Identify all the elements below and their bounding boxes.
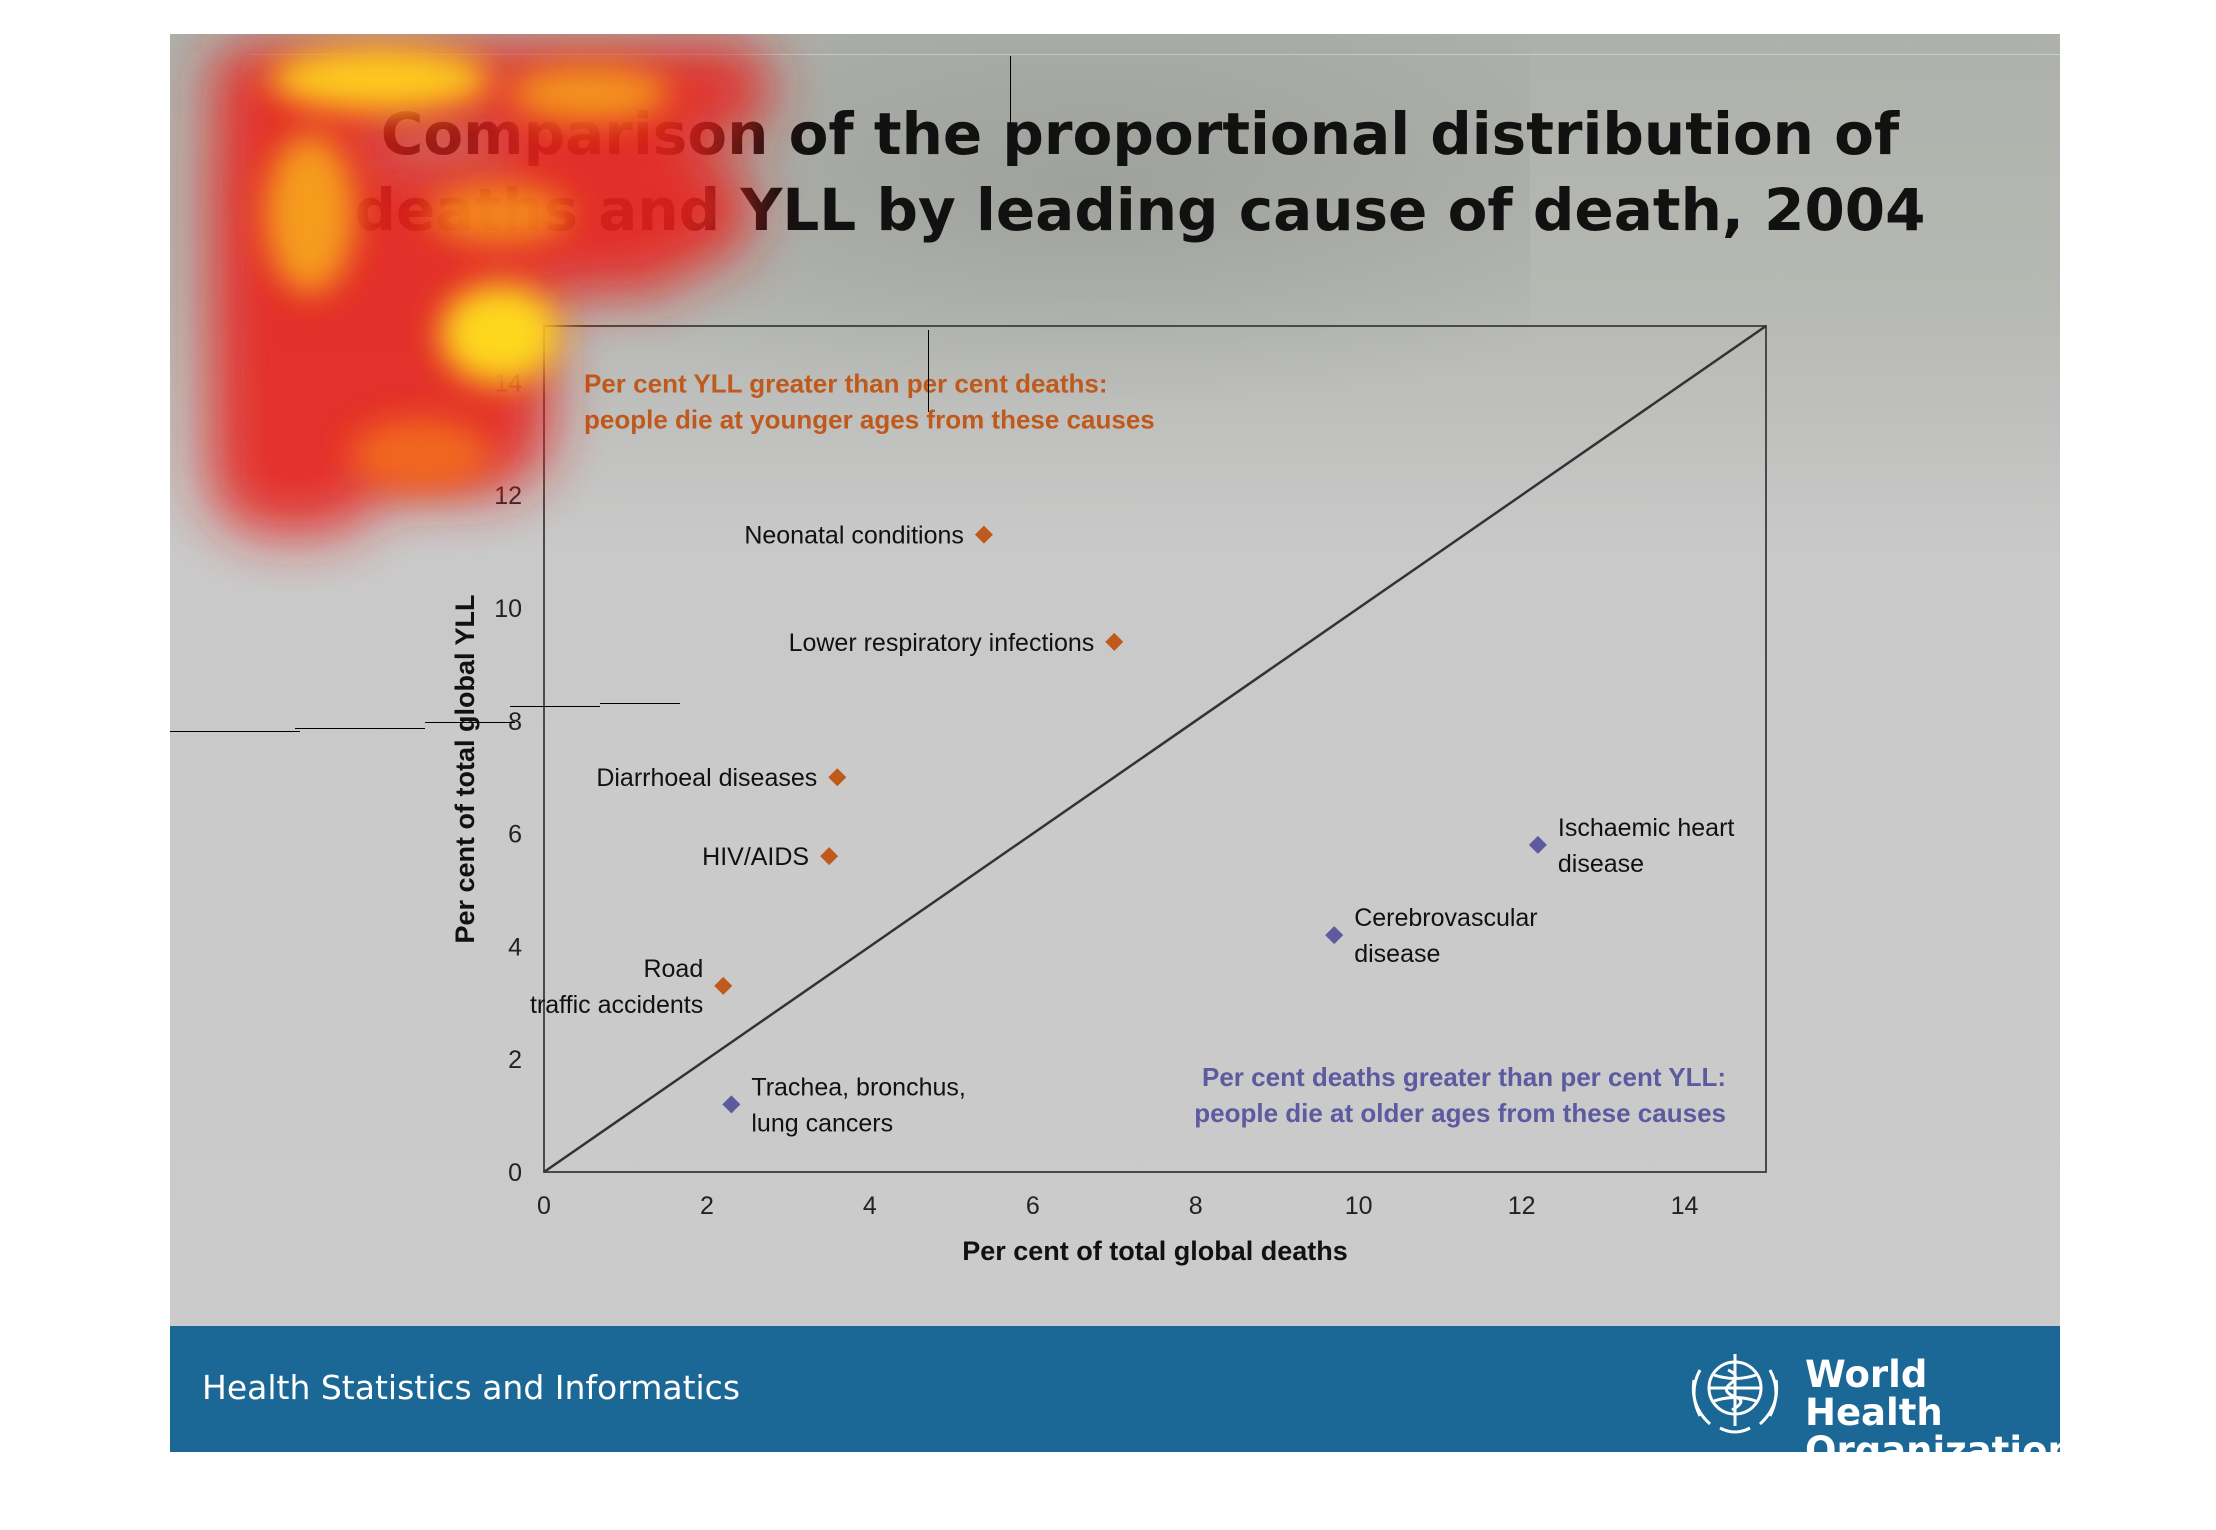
frame-line: [250, 54, 2060, 56]
footer-bar: Health Statistics and Informatics World …: [170, 1326, 2060, 1452]
y-tick-label: 6: [508, 821, 522, 849]
annotation-text: Per cent YLL greater than per cent death…: [584, 368, 1108, 398]
data-point-label: Cerebrovascular: [1354, 904, 1537, 932]
data-point-marker: [714, 976, 733, 995]
data-point-label: Lower respiratory infections: [789, 629, 1095, 657]
scan-artifact-line: [170, 731, 300, 732]
data-point-label: Neonatal conditions: [744, 522, 964, 550]
scan-artifact-line: [510, 706, 600, 707]
x-tick-label: 4: [863, 1192, 877, 1220]
x-tick-label: 0: [537, 1192, 551, 1220]
who-emblem-icon: [1691, 1354, 1779, 1434]
data-point-label: disease: [1354, 940, 1440, 968]
scan-artifact-line: [1010, 56, 1011, 124]
y-tick-label: 4: [508, 933, 522, 961]
who-name-line-1: World Health: [1805, 1353, 1943, 1434]
y-tick-label: 8: [508, 708, 522, 736]
reference-line: [543, 324, 1767, 1174]
data-point-label: Trachea, bronchus,: [751, 1073, 965, 1101]
y-tick-label: 10: [494, 595, 522, 623]
who-logo-text: World Health Organization: [1805, 1353, 2060, 1453]
y-tick-label: 2: [508, 1046, 522, 1074]
data-point-label: Road: [643, 955, 703, 983]
scan-artifact-line: [600, 703, 680, 704]
scan-artifact-line: [425, 722, 515, 723]
data-point-label: HIV/AIDS: [702, 843, 809, 871]
data-point-label: disease: [1558, 850, 1644, 878]
data-point-marker: [1528, 835, 1547, 854]
plot-frame: [543, 325, 1767, 1173]
y-tick-label: 12: [494, 482, 522, 510]
data-point-label: Diarrhoeal diseases: [596, 764, 817, 792]
x-tick-label: 12: [1508, 1192, 1536, 1220]
data-point-marker: [1105, 632, 1124, 651]
data-point-label: lung cancers: [751, 1109, 893, 1137]
footer-text: Health Statistics and Informatics: [202, 1368, 741, 1407]
data-point-marker: [828, 768, 847, 787]
data-point-label: traffic accidents: [530, 991, 703, 1019]
scan-artifact-line: [295, 728, 425, 729]
y-axis-title: Per cent of total global YLL: [450, 594, 480, 943]
annotation-text: people die at older ages from these caus…: [1194, 1098, 1726, 1128]
x-tick-label: 2: [700, 1192, 714, 1220]
annotation-text: Per cent deaths greater than per cent YL…: [1202, 1062, 1726, 1092]
data-point-marker: [722, 1095, 741, 1114]
annotation-text: people die at younger ages from these ca…: [584, 404, 1155, 434]
x-axis-title: Per cent of total global deaths: [962, 1236, 1348, 1266]
y-tick-label: 14: [494, 369, 522, 397]
who-name-line-2: Organization: [1805, 1429, 2060, 1453]
scatter-chart: 0 2 4 6 8 10 12 14 0 2 4 6 8 10 12 14 Per cent of total …: [450, 324, 1767, 1266]
data-point-label: Ischaemic heart: [1558, 814, 1735, 842]
x-tick-label: 10: [1345, 1192, 1373, 1220]
data-point-marker: [820, 847, 839, 866]
x-tick-label: 14: [1671, 1192, 1699, 1220]
x-tick-label: 6: [1026, 1192, 1040, 1220]
scan-artifact-line: [928, 330, 929, 412]
data-point-marker: [1325, 926, 1344, 945]
slide: Comparison of the proportional distribut…: [170, 34, 2060, 1452]
y-tick-label: 0: [508, 1159, 522, 1187]
x-tick-label: 8: [1189, 1192, 1203, 1220]
data-point-marker: [974, 525, 993, 544]
